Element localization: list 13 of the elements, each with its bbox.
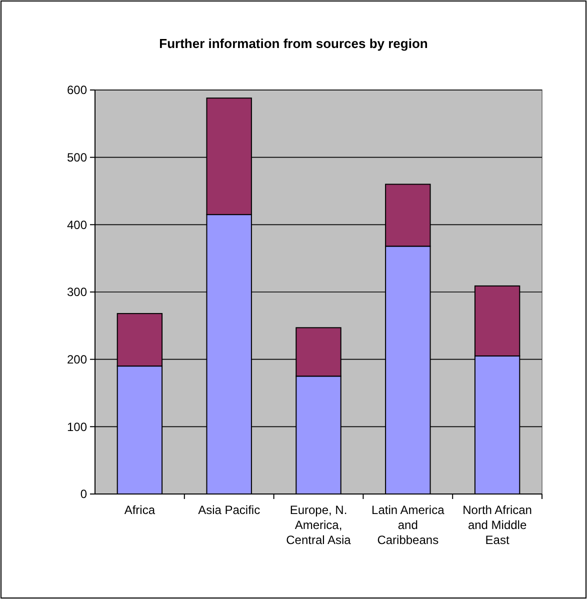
y-tick-label: 300 [66,285,88,300]
x-tick-label: Europe, N. America, Central Asia [286,503,352,547]
y-tick-label: 500 [66,150,88,165]
x-tick-label: Asia Pacific [198,503,260,517]
x-tick-label: North African and Middle East [462,503,532,547]
y-tick-label: 400 [66,218,88,232]
chart-title: Further information from sources by region [159,36,428,51]
x-tick-label: Africa [124,503,156,517]
x-tick-label: Latin America and Caribbeans [372,503,445,547]
y-tick-label: 100 [66,420,88,434]
y-tick-label: 0 [80,487,88,502]
y-tick-label: 600 [66,83,88,98]
y-tick-label: 200 [66,352,88,367]
